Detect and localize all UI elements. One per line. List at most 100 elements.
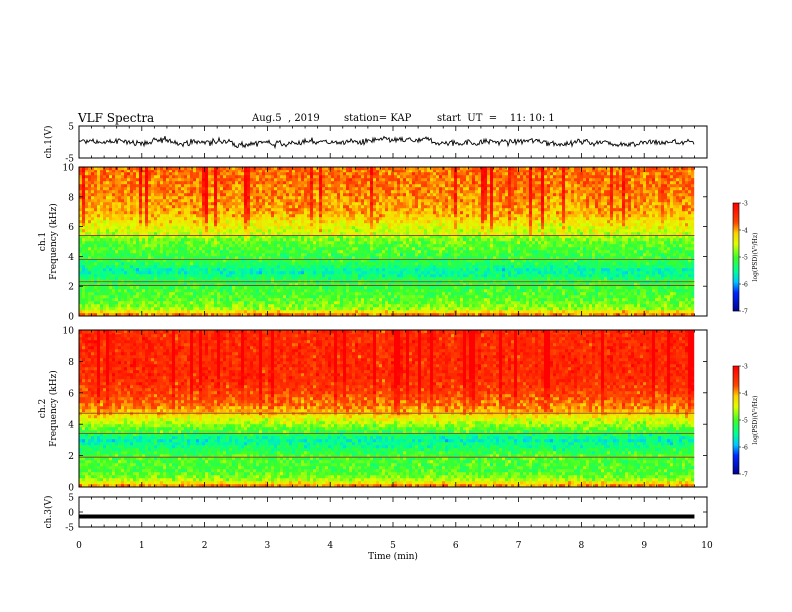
- spectrogram-cell: [631, 295, 635, 299]
- spectrogram-cell: [583, 286, 587, 290]
- spectrogram-cell: [430, 307, 434, 311]
- spectrogram-cell: [115, 268, 119, 272]
- spectrogram-cell: [658, 313, 662, 317]
- spectrogram-cell: [175, 265, 179, 269]
- spectrogram-cell: [184, 259, 188, 263]
- spectrogram-cell: [343, 301, 347, 305]
- spectrogram-cell: [406, 247, 410, 251]
- spectrogram-cell: [433, 283, 437, 287]
- spectrogram-cell: [166, 277, 170, 281]
- spectrogram-cell: [94, 256, 98, 260]
- spectrogram-cell: [349, 283, 353, 287]
- spectrogram-cell: [589, 286, 593, 290]
- spectrogram-cell: [550, 256, 554, 260]
- spectrogram-cell: [655, 307, 659, 311]
- spectrogram-cell: [370, 307, 374, 311]
- spectrogram-cell: [472, 277, 476, 281]
- spectrogram-cell: [391, 265, 395, 269]
- spectrogram-cell: [571, 307, 575, 311]
- spectrogram-cell: [676, 313, 680, 317]
- spectrogram-cell: [358, 295, 362, 299]
- spectrogram-cell: [202, 310, 206, 314]
- spectrogram-cell: [622, 295, 626, 299]
- spectrogram-cell: [295, 247, 299, 251]
- spectrogram-cell: [247, 313, 251, 317]
- spectrogram-cell: [361, 253, 365, 257]
- spectrogram-cell: [661, 271, 665, 275]
- spectrogram-cell: [457, 313, 461, 317]
- spectrogram-cell: [556, 292, 560, 296]
- spectrogram-cell: [376, 262, 380, 266]
- spectrogram-cell: [442, 298, 446, 302]
- spectrogram-cell: [508, 253, 512, 257]
- spectrogram-cell: [289, 253, 293, 257]
- spectrogram-cell: [598, 277, 602, 281]
- spectrogram-cell: [352, 268, 356, 272]
- spectrogram-cell: [250, 313, 254, 317]
- spectrogram-cell: [466, 307, 470, 311]
- spectrogram-cell: [607, 256, 611, 260]
- spectrogram-cell: [172, 310, 176, 314]
- spectrogram-cell: [280, 271, 284, 275]
- spectrogram-cell: [340, 307, 344, 311]
- spectrogram-cell: [220, 259, 224, 263]
- spectrogram-cell: [568, 274, 572, 278]
- spectrogram-cell: [463, 298, 467, 302]
- spectrogram-cell: [541, 298, 545, 302]
- spectrogram-cell: [214, 304, 218, 308]
- spectrogram-cell: [685, 295, 689, 299]
- spectrogram-cell: [169, 271, 173, 275]
- spectrogram-cell: [541, 265, 545, 269]
- spectrogram-cell: [406, 256, 410, 260]
- spectrogram-cell: [538, 271, 542, 275]
- spectrogram-cell: [667, 262, 671, 266]
- spectrogram-cell: [634, 304, 638, 308]
- spectrogram-cell: [511, 301, 515, 305]
- spectrogram-cell: [370, 310, 374, 314]
- spectrogram-cell: [604, 292, 608, 296]
- spectrogram-cell: [151, 277, 155, 281]
- spectrogram-cell: [640, 301, 644, 305]
- spectrogram-cell: [400, 274, 404, 278]
- spectrogram-cell: [82, 292, 86, 296]
- spectrogram-cell: [661, 286, 665, 290]
- spectrogram-cell: [226, 244, 230, 248]
- spectrogram-cell: [475, 277, 479, 281]
- spectrogram-cell: [466, 253, 470, 257]
- spectrogram-cell: [364, 277, 368, 281]
- spectrogram-cell: [595, 253, 599, 257]
- spectrogram-cell: [220, 277, 224, 281]
- spectrogram-cell: [205, 307, 209, 311]
- spectrogram-cell: [640, 286, 644, 290]
- spectrogram-cell: [580, 265, 584, 269]
- spectrogram-cell: [283, 247, 287, 251]
- spectrogram-cell: [130, 310, 134, 314]
- spectrogram-cell: [307, 292, 311, 296]
- spectrogram-cell: [448, 313, 452, 317]
- spectrogram-cell: [373, 292, 377, 296]
- spectrogram-cell: [457, 274, 461, 278]
- spectrogram-cell: [175, 274, 179, 278]
- spectrogram-cell: [469, 307, 473, 311]
- spectrogram-cell: [565, 313, 569, 317]
- spectrogram-cell: [463, 271, 467, 275]
- spectrogram-cell: [580, 301, 584, 305]
- spectrogram-cell: [193, 247, 197, 251]
- spectrogram-cell: [313, 313, 317, 317]
- spectrogram-cell: [511, 274, 515, 278]
- spectrogram-cell: [604, 307, 608, 311]
- spectrogram-cell: [313, 301, 317, 305]
- spectrogram-cell: [667, 259, 671, 263]
- spectrogram-cell: [295, 304, 299, 308]
- spectrogram-cell: [331, 310, 335, 314]
- spectrogram-cell: [424, 268, 428, 272]
- spectrogram-cell: [202, 286, 206, 290]
- spectrogram-cell: [490, 298, 494, 302]
- spectrogram-cell: [175, 277, 179, 281]
- spectrogram-cell: [607, 274, 611, 278]
- spectrogram-cell: [610, 289, 614, 293]
- spectrogram-cell: [574, 313, 578, 317]
- spectrogram-cell: [403, 247, 407, 251]
- spectrogram-cell: [637, 262, 641, 266]
- spectrogram-cell: [145, 307, 149, 311]
